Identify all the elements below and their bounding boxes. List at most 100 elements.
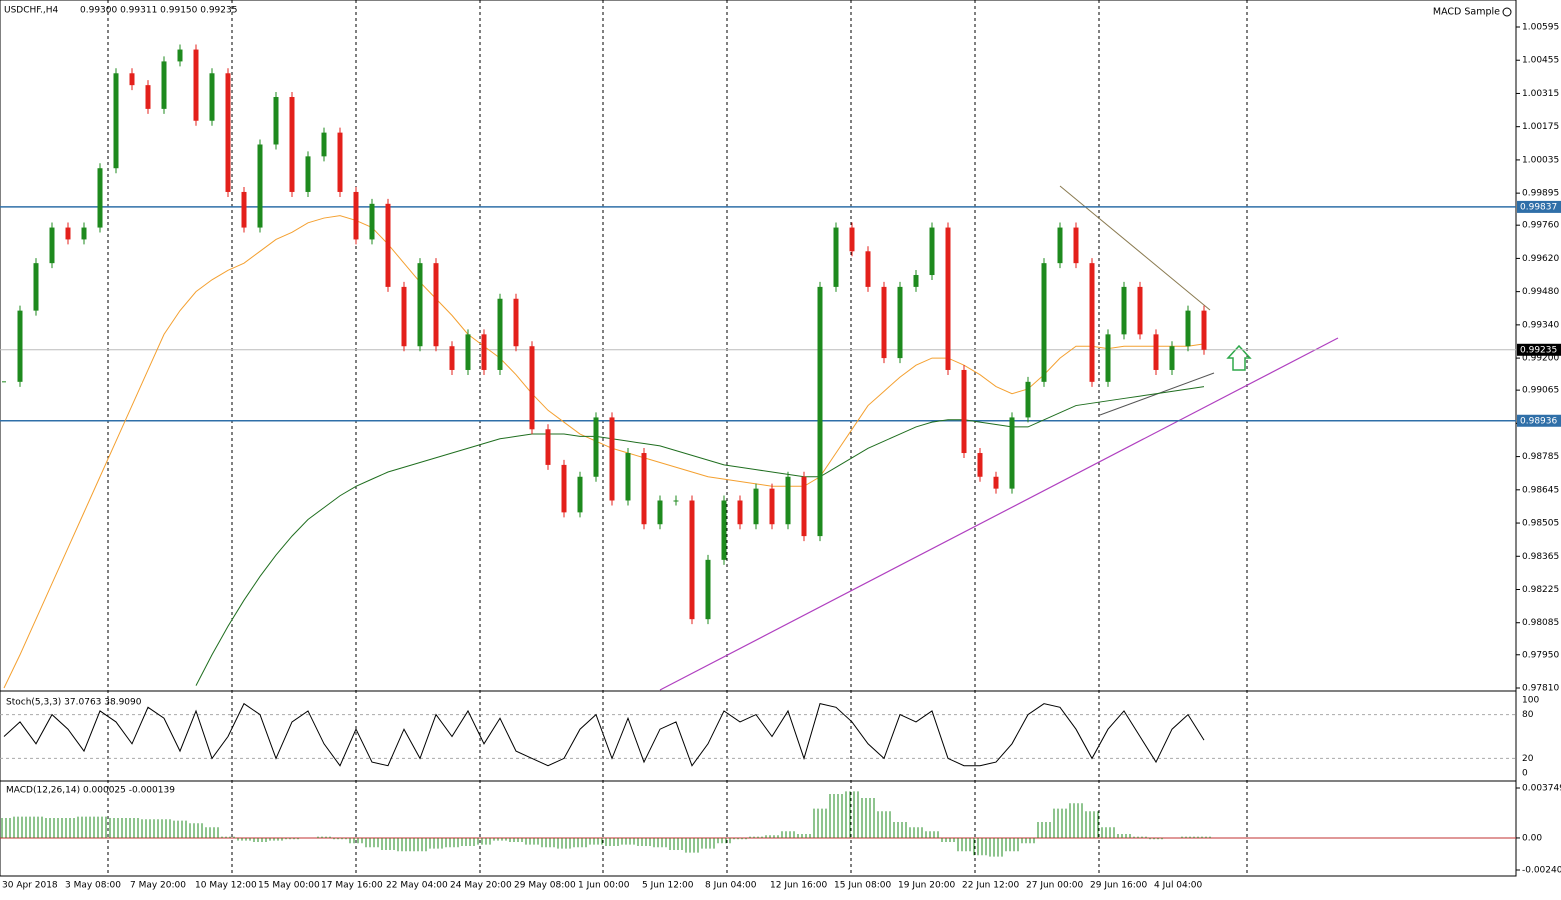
candle (225, 73, 231, 192)
candle (81, 227, 87, 240)
date-label: 8 Jun 04:00 (705, 881, 757, 891)
candle (593, 417, 599, 477)
candle (305, 156, 311, 192)
candle (449, 346, 455, 370)
macd-tick-label: -0.002405 (1522, 866, 1561, 876)
candle (257, 144, 263, 228)
candle (753, 488, 759, 525)
y-tick-label: 0.98505 (1522, 519, 1559, 529)
stoch-tick-label: 20 (1522, 754, 1534, 764)
period-separators (107, 0, 1248, 876)
candle (513, 298, 519, 347)
macd-tick-label: 0.00 (1522, 833, 1542, 843)
candle (1185, 310, 1191, 347)
y-tick-label: 0.98085 (1522, 618, 1559, 628)
y-tick-label: 1.00455 (1522, 56, 1559, 66)
y-tick-label: 0.99065 (1522, 386, 1559, 396)
date-label: 4 Jul 04:00 (1154, 881, 1203, 891)
candle (657, 500, 663, 525)
expert-icon[interactable] (1502, 7, 1512, 17)
candle (241, 191, 247, 228)
candle (113, 73, 119, 169)
candle (497, 298, 503, 370)
candle (609, 417, 615, 501)
candle (417, 263, 423, 347)
date-label: 19 Jun 20:00 (898, 881, 955, 891)
moving-average (3, 215, 1205, 689)
macd-label: MACD(12,26,14) 0.000025 -0.000139 (6, 786, 175, 796)
candle (369, 203, 375, 240)
y-tick-label: 0.98365 (1522, 552, 1559, 562)
candle (193, 49, 199, 121)
candle (481, 334, 487, 370)
candle (401, 286, 407, 347)
candle (1073, 227, 1079, 264)
y-tick-label: 0.99760 (1522, 221, 1559, 231)
candle (65, 227, 71, 240)
stoch-label: Stoch(5,3,3) 37.0763 38.9090 (6, 698, 142, 708)
candle (353, 191, 359, 240)
candle (1057, 227, 1063, 264)
candle (17, 310, 23, 382)
date-label: 1 Jun 00:00 (578, 881, 630, 891)
date-label: 22 Jun 12:00 (962, 881, 1019, 891)
candle (993, 476, 999, 489)
y-tick-label: 1.00175 (1522, 122, 1559, 132)
date-label: 27 Jun 00:00 (1026, 881, 1083, 891)
level-label: 0.98936 (1520, 416, 1557, 426)
candle (1121, 286, 1127, 335)
date-label: 12 Jun 16:00 (770, 881, 827, 891)
candle (433, 263, 439, 347)
candle (33, 263, 39, 311)
expert-label[interactable]: MACD Sample (1433, 7, 1500, 18)
level-box (1517, 414, 1561, 427)
date-label: 29 Jun 16:00 (1090, 881, 1147, 891)
date-label: 29 May 08:00 (514, 881, 576, 891)
candle (1137, 286, 1143, 335)
date-label: 5 Jun 12:00 (642, 881, 694, 891)
date-label: 15 May 00:00 (258, 881, 320, 891)
y-tick-label: 1.00595 (1522, 23, 1559, 33)
candle (945, 227, 951, 370)
date-label: 7 May 20:00 (130, 881, 186, 891)
candle (865, 251, 871, 287)
moving-average (195, 386, 1205, 686)
symbol-label: USDCHF.,H4 (4, 6, 59, 16)
y-tick-label: 0.99895 (1522, 189, 1559, 199)
candle (737, 500, 743, 525)
candle (913, 275, 919, 287)
trendline (659, 337, 1339, 691)
level-box (1517, 200, 1561, 213)
candle (625, 453, 631, 501)
candle (673, 500, 679, 502)
candle (1105, 334, 1111, 382)
candle (209, 73, 215, 121)
candle (1009, 417, 1015, 489)
y-tick-label: 0.98225 (1522, 585, 1559, 595)
y-tick-label: 0.97950 (1522, 650, 1559, 660)
candle (961, 369, 967, 454)
bid-box (1517, 343, 1561, 356)
y-tick-label: 1.00035 (1522, 155, 1559, 165)
candle (881, 286, 887, 359)
candle (689, 500, 695, 620)
candle (801, 476, 807, 537)
y-tick-label: 0.99200 (1522, 354, 1559, 364)
candle (321, 132, 327, 157)
candle (641, 453, 647, 525)
candle (897, 286, 903, 359)
buy-arrow (1226, 344, 1252, 371)
candle (385, 203, 391, 287)
candle (97, 168, 103, 228)
candle (785, 476, 791, 525)
candle (1153, 334, 1159, 370)
stoch-line (3, 702, 1205, 767)
bid-label: 0.99235 (1520, 345, 1557, 355)
candle (161, 61, 167, 109)
candle (1169, 346, 1175, 370)
chart-frame (0, 0, 1517, 877)
candle (577, 476, 583, 513)
candle (337, 132, 343, 192)
candle (289, 97, 295, 192)
